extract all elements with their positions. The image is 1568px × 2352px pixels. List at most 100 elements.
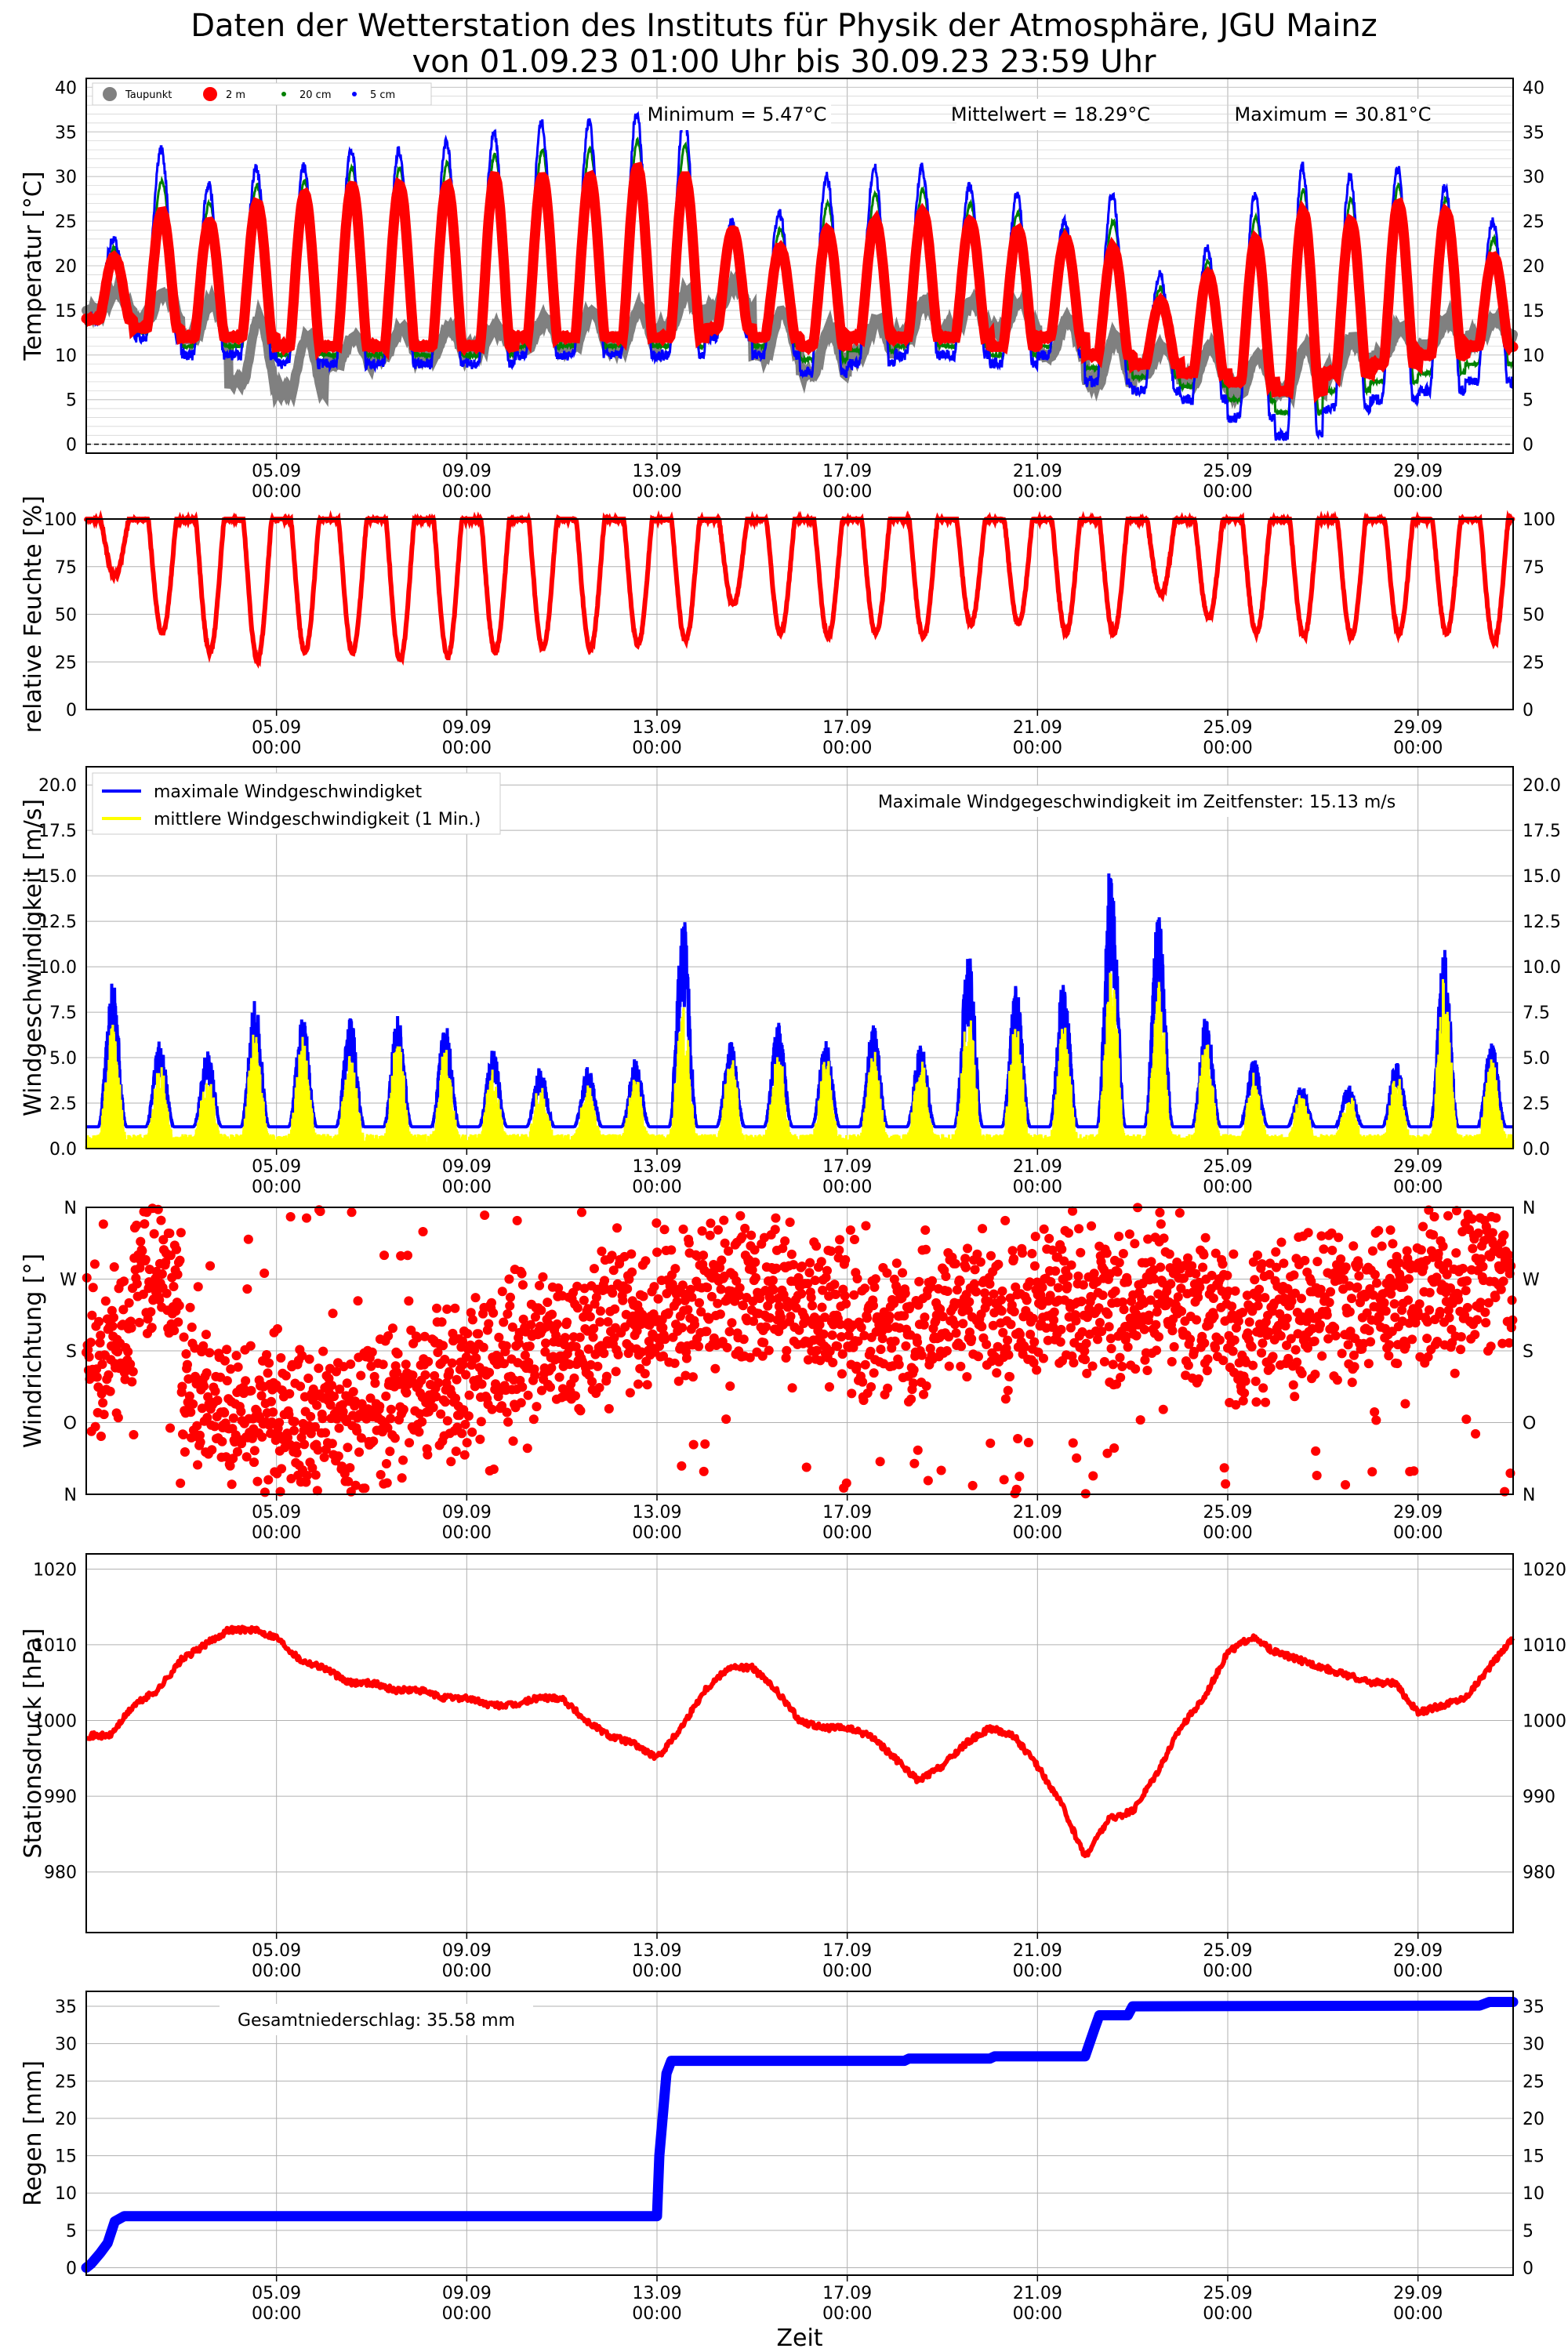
annotation-box (956, 99, 1145, 130)
legend-label: maximale Windgeschwindigket (154, 782, 422, 802)
x-tick-date: 21.09 (1013, 462, 1062, 481)
y-tick-label-right: 0 (1523, 436, 1534, 456)
plot-area (81, 109, 1519, 441)
x-tick-date: 13.09 (633, 1157, 682, 1177)
x-tick-date: 05.09 (252, 1503, 301, 1523)
annotation-text: Gesamtniederschlag: 35.58 mm (238, 2011, 515, 2031)
x-tick-time: 00:00 (632, 1523, 681, 1543)
y-tick-label-left: 10 (55, 347, 77, 366)
panel-frame (85, 1207, 1514, 1495)
x-tick-time: 00:00 (252, 739, 301, 758)
y-tick-label-right: 990 (1523, 1788, 1555, 1807)
x-tick-date: 29.09 (1393, 1941, 1443, 1961)
legend-label: 20 cm (299, 89, 332, 101)
y-tick-label-right: 35 (1523, 1998, 1544, 2017)
annotation-text: Mittelwert = 18.29°C (951, 103, 1150, 125)
y-tick-label-left: 5.0 (49, 1049, 77, 1069)
y-tick-label-right: 25 (1523, 212, 1544, 232)
x-tick-time: 00:00 (1203, 482, 1252, 502)
x-tick-date: 17.09 (822, 1503, 872, 1523)
y-axis-label: relative Feuchte [%] (20, 495, 47, 733)
x-tick-time: 00:00 (822, 1962, 872, 1981)
x-tick-date: 29.09 (1393, 1503, 1443, 1523)
y-tick-label-left: 5 (66, 2222, 77, 2241)
x-tick-time: 00:00 (442, 2304, 492, 2324)
legend-label: 2 m (226, 89, 245, 101)
y-tick-label-left: 0 (66, 701, 77, 720)
x-tick-time: 00:00 (1203, 2304, 1252, 2324)
x-tick-time: 00:00 (632, 2304, 681, 2324)
x-tick-time: 00:00 (822, 2304, 872, 2324)
x-axis-label: Zeit (776, 2325, 822, 2352)
y-tick-label-right: W (1523, 1271, 1540, 1290)
x-tick-time: 00:00 (822, 482, 872, 502)
y-tick-label-left: 30 (55, 168, 77, 187)
y-tick-label-right: 10 (1523, 2184, 1544, 2204)
y-tick-label-right: 0 (1523, 2259, 1534, 2278)
x-tick-date: 25.09 (1203, 1941, 1253, 1961)
x-tick-time: 00:00 (1203, 739, 1252, 758)
y-tick-label-left: 20 (55, 257, 77, 277)
y-tick-label-right: 10 (1523, 347, 1544, 366)
y-tick-label-left: 1010 (33, 1636, 77, 1656)
x-tick-time: 00:00 (442, 739, 492, 758)
series-2m (81, 162, 1519, 404)
x-tick-date: 17.09 (822, 1941, 872, 1961)
x-tick-time: 00:00 (1013, 1178, 1062, 1197)
panel-0: 05.0900:0009.0900:0013.0900:0017.0900:00… (20, 78, 1544, 502)
x-tick-date: 05.09 (252, 2284, 301, 2303)
y-tick-label-left: 20 (55, 2110, 77, 2129)
plot-area (85, 1624, 1515, 1859)
x-tick-time: 00:00 (632, 739, 681, 758)
y-tick-label-left: N (64, 1486, 77, 1505)
x-tick-time: 00:00 (822, 1178, 872, 1197)
y-tick-label-right: 5.0 (1523, 1049, 1550, 1069)
x-tick-date: 25.09 (1203, 2284, 1253, 2303)
x-tick-time: 00:00 (822, 739, 872, 758)
x-tick-date: 21.09 (1013, 1157, 1062, 1177)
x-tick-time: 00:00 (1203, 1178, 1252, 1197)
x-tick-date: 21.09 (1013, 1941, 1062, 1961)
y-tick-label-left: 0.0 (49, 1140, 77, 1160)
chart-title-line2: von 01.09.23 01:00 Uhr bis 30.09.23 23:5… (412, 44, 1156, 80)
series-rh (84, 510, 1515, 670)
y-tick-label-left: 0 (66, 436, 77, 456)
y-tick-label-right: S (1523, 1342, 1534, 1362)
x-tick-date: 09.09 (442, 1941, 492, 1961)
annotation-box (220, 2004, 533, 2035)
x-tick-time: 00:00 (252, 1178, 301, 1197)
y-tick-label-left: 20.0 (38, 776, 77, 796)
x-tick-date: 13.09 (633, 462, 682, 481)
y-tick-label-right: 5 (1523, 2222, 1534, 2241)
x-tick-time: 00:00 (1013, 2304, 1062, 2324)
y-tick-label-left: 25 (55, 2072, 77, 2092)
y-tick-label-right: 30 (1523, 168, 1544, 187)
y-tick-label-left: 35 (55, 123, 77, 143)
x-tick-time: 00:00 (1393, 2304, 1443, 2324)
x-tick-date: 29.09 (1393, 462, 1443, 481)
y-tick-label-left: S (66, 1342, 77, 1362)
y-axis-label: Windrichtung [°] (20, 1254, 47, 1448)
x-tick-date: 09.09 (442, 1157, 492, 1177)
x-tick-date: 05.09 (252, 462, 301, 481)
y-tick-label-left: 7.5 (49, 1004, 77, 1023)
x-tick-time: 00:00 (1013, 482, 1062, 502)
panel-2: 05.0900:0009.0900:0013.0900:0017.0900:00… (20, 766, 1561, 1197)
x-tick-time: 00:00 (1013, 739, 1062, 758)
x-tick-date: 17.09 (822, 718, 872, 738)
x-tick-date: 29.09 (1393, 2284, 1443, 2303)
y-tick-label-right: 20.0 (1523, 776, 1561, 796)
x-tick-time: 00:00 (632, 1962, 681, 1981)
x-tick-date: 29.09 (1393, 718, 1443, 738)
legend: Taupunkt 2 m 20 cm 5 cm (92, 82, 432, 106)
y-tick-label-left: 30 (55, 2035, 77, 2055)
x-tick-date: 21.09 (1013, 2284, 1062, 2303)
y-tick-label-right: 1020 (1523, 1560, 1566, 1580)
x-tick-time: 00:00 (252, 1962, 301, 1981)
panel-frame (85, 518, 1514, 710)
x-tick-time: 00:00 (442, 1523, 492, 1543)
y-tick-label-left: 2.5 (49, 1094, 77, 1114)
x-tick-date: 09.09 (442, 718, 492, 738)
panel-4: 05.0900:0009.0900:0013.0900:0017.0900:00… (20, 1553, 1566, 1981)
y-tick-label-right: 15 (1523, 2147, 1544, 2167)
